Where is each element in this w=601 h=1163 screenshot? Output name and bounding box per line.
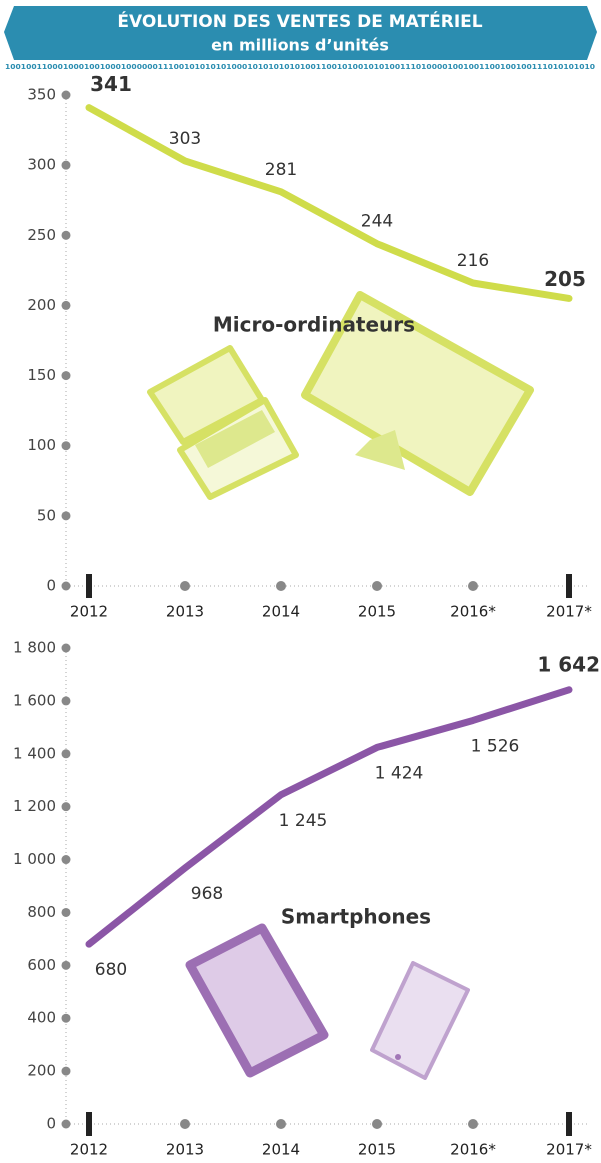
data-label: 244	[361, 212, 393, 232]
y-tick-label: 1 200	[13, 797, 56, 815]
y-tick	[61, 441, 71, 451]
x-tick-label: 2014	[262, 1141, 300, 1159]
data-label: 341	[90, 72, 132, 96]
data-label: 1 424	[375, 763, 424, 783]
y-tick	[61, 907, 71, 917]
line-series	[85, 104, 573, 302]
x-tick	[276, 581, 286, 591]
x-tick	[276, 1119, 286, 1129]
y-tick-label: 200	[27, 296, 56, 314]
data-label: 680	[95, 960, 127, 980]
x-tick	[566, 574, 572, 598]
data-label: 1 642	[537, 652, 600, 676]
y-tick-label: 350	[27, 86, 56, 104]
x-tick	[566, 1112, 572, 1136]
title-banner	[4, 6, 597, 60]
y-tick	[61, 749, 71, 759]
y-tick	[61, 1013, 71, 1023]
data-label: 281	[265, 160, 297, 180]
y-tick-label: 0	[46, 577, 56, 595]
x-tick	[468, 581, 478, 591]
y-tick-label: 300	[27, 156, 56, 174]
y-tick	[61, 581, 71, 591]
x-tick	[372, 1119, 382, 1129]
y-tick	[61, 90, 71, 100]
y-tick	[61, 1066, 71, 1076]
binary-strip: 1001001100010001001000100000011100101010…	[5, 63, 595, 71]
y-tick	[61, 855, 71, 865]
x-tick-label: 2017*	[546, 1141, 592, 1159]
y-tick	[61, 802, 71, 812]
y-tick-label: 150	[27, 366, 56, 384]
x-tick-label: 2013	[166, 1141, 204, 1159]
data-label: 216	[457, 251, 489, 271]
x-tick-label: 2014	[262, 603, 300, 621]
y-tick	[61, 1119, 71, 1129]
x-tick	[86, 574, 92, 598]
title: ÉVOLUTION DES VENTES DE MATÉRIEL	[117, 10, 482, 32]
y-tick	[61, 230, 71, 240]
phone-icon	[370, 961, 470, 1080]
y-tick-label: 1 600	[13, 691, 56, 709]
y-tick	[61, 511, 71, 521]
series-name: Micro-ordinateurs	[213, 313, 415, 337]
y-tick-label: 1 800	[13, 639, 56, 657]
y-tick-label: 800	[27, 903, 56, 921]
y-tick	[61, 160, 71, 170]
y-tick-label: 100	[27, 436, 56, 454]
y-tick	[61, 300, 71, 310]
x-tick-label: 2015	[358, 603, 396, 621]
y-tick-label: 1 400	[13, 744, 56, 762]
data-label: 303	[169, 129, 201, 149]
y-tick-label: 200	[27, 1062, 56, 1080]
y-tick-label: 0	[46, 1115, 56, 1133]
x-tick-label: 2012	[70, 603, 108, 621]
data-label: 205	[544, 267, 586, 291]
x-tick-label: 2012	[70, 1141, 108, 1159]
y-tick-label: 600	[27, 956, 56, 974]
x-tick	[86, 1112, 92, 1136]
y-tick	[61, 960, 71, 970]
x-tick-label: 2017*	[546, 603, 592, 621]
x-tick	[372, 581, 382, 591]
y-tick-label: 1 000	[13, 850, 56, 868]
y-tick	[61, 371, 71, 381]
y-tick	[61, 696, 71, 706]
subtitle: en millions d’unités	[211, 36, 389, 55]
laptop-icon	[147, 345, 299, 500]
y-tick-label: 50	[37, 506, 56, 524]
x-tick	[180, 581, 190, 591]
tablet-icon	[185, 923, 329, 1078]
y-tick-label: 400	[27, 1009, 56, 1027]
data-label: 1 245	[279, 811, 328, 831]
series-name: Smartphones	[281, 905, 431, 929]
line-series	[85, 686, 573, 948]
monitor-icon	[301, 291, 534, 496]
x-tick-label: 2016*	[450, 1141, 496, 1159]
x-tick	[468, 1119, 478, 1129]
x-tick-label: 2013	[166, 603, 204, 621]
x-tick-label: 2016*	[450, 603, 496, 621]
y-tick	[61, 643, 71, 653]
x-tick-label: 2015	[358, 1141, 396, 1159]
data-label: 968	[191, 884, 223, 904]
x-tick	[180, 1119, 190, 1129]
data-label: 1 526	[471, 736, 520, 756]
y-tick-label: 250	[27, 226, 56, 244]
